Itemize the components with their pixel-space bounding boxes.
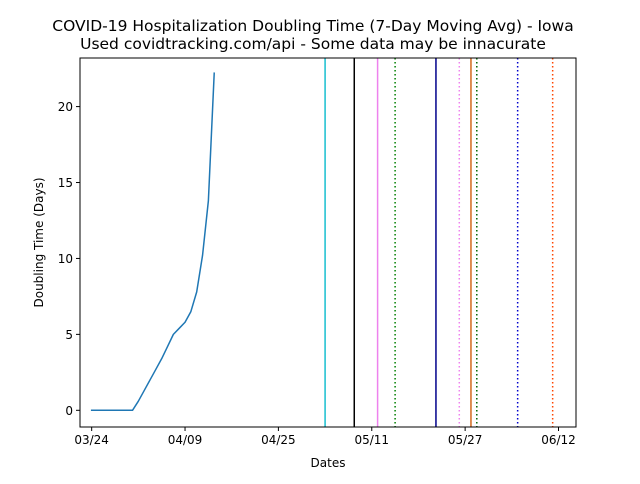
chart-subtitle: Used covidtracking.com/api - Some data m… [80, 35, 546, 53]
x-tick-label-1: 03/24 [74, 433, 109, 447]
x-axis: 03/24 04/09 04/25 05/11 05/27 06/12 [74, 427, 576, 447]
y-axis-label: Doubling Time (Days) [32, 177, 46, 307]
x-tick-label-5: 05/27 [448, 433, 483, 447]
x-tick-label-3: 04/25 [261, 433, 296, 447]
y-axis: 0 5 10 15 20 [58, 100, 80, 418]
y-tick-label-3: 10 [58, 252, 73, 266]
y-tick-label-2: 5 [65, 328, 73, 342]
y-tick-label-4: 15 [58, 176, 73, 190]
x-tick-label-4: 05/11 [354, 433, 389, 447]
x-tick-label-6: 06/12 [541, 433, 576, 447]
chart-title: COVID-19 Hospitalization Doubling Time (… [52, 17, 573, 35]
x-tick-label-2: 04/09 [168, 433, 203, 447]
plot-frame [79, 57, 577, 428]
x-axis-label: Dates [311, 456, 346, 470]
vertical-lines-layer [324, 58, 554, 427]
series-line-1 [90, 72, 215, 412]
y-tick-label-5: 20 [58, 100, 73, 114]
y-tick-label-1: 0 [65, 404, 73, 418]
series-layer [90, 72, 215, 412]
